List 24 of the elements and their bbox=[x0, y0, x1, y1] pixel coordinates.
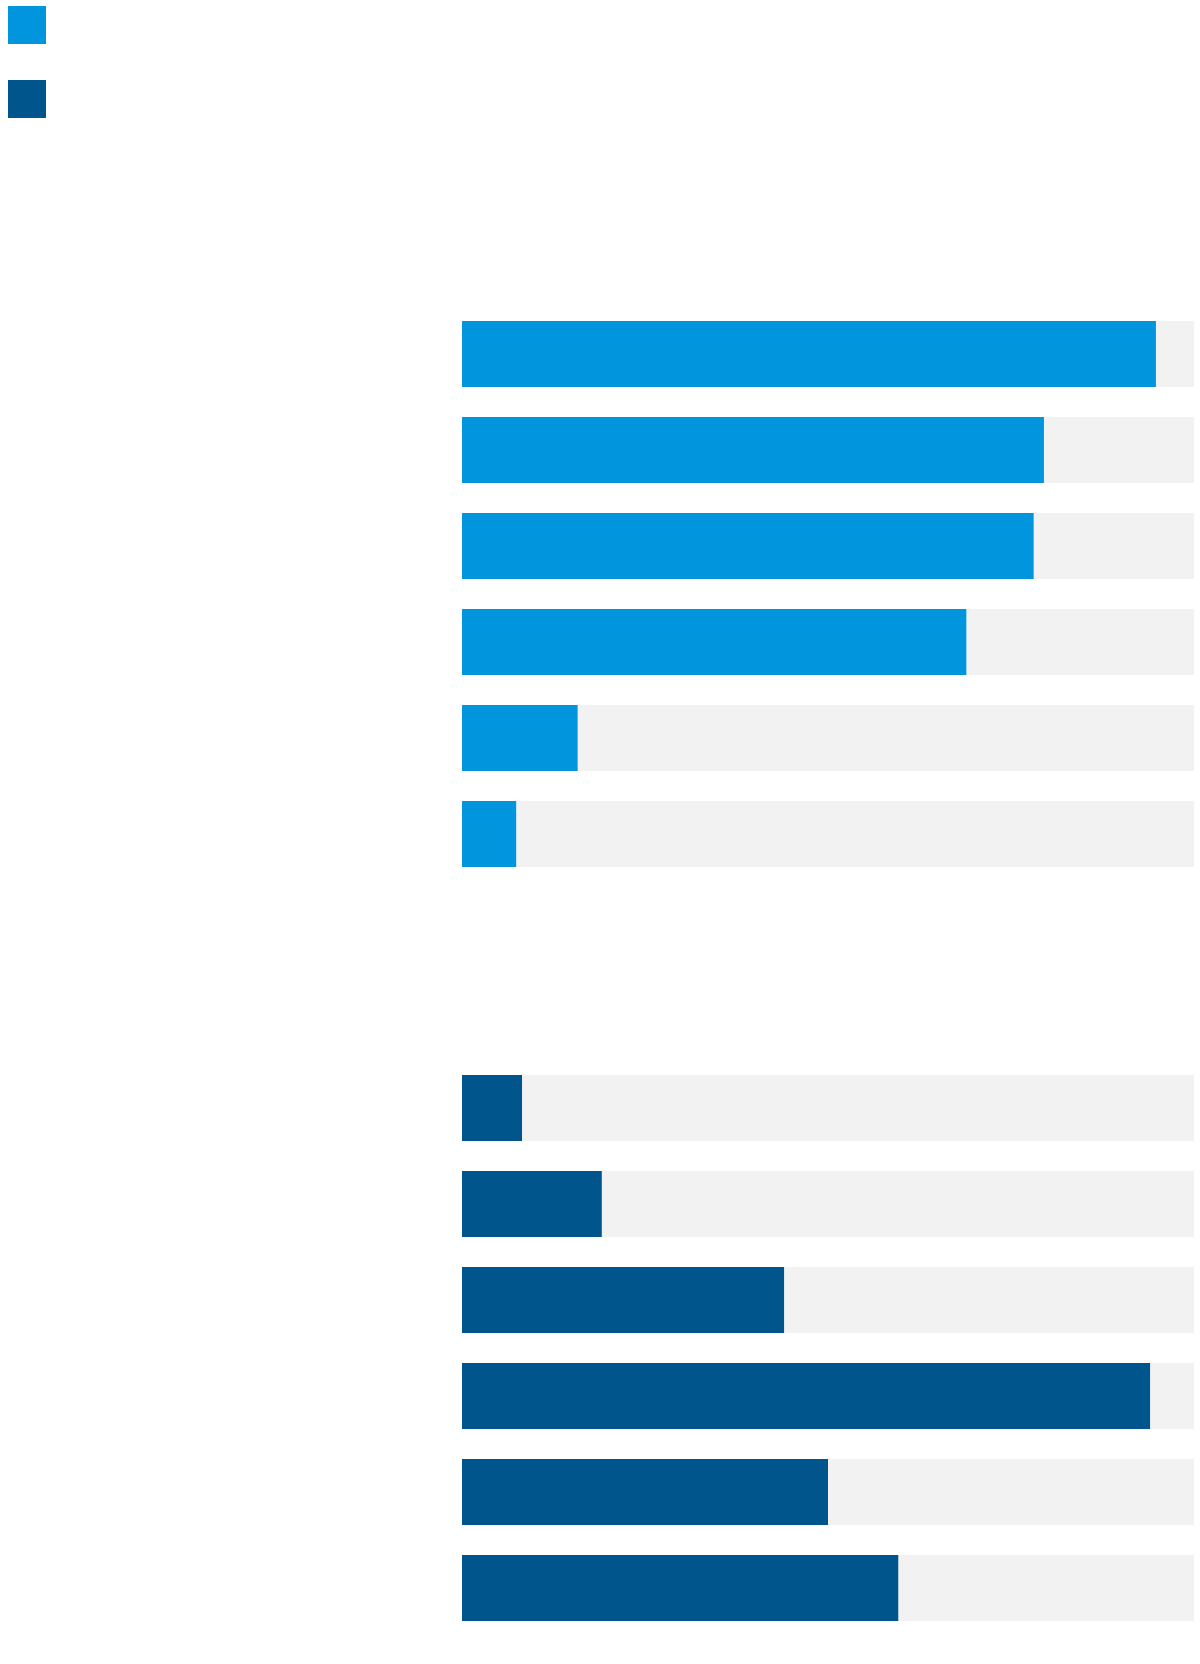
bar bbox=[462, 1266, 785, 1334]
bar bbox=[462, 416, 1044, 484]
bar bbox=[522, 1074, 1194, 1142]
bar bbox=[1150, 1362, 1194, 1430]
bar bbox=[462, 1362, 1151, 1430]
bar bbox=[462, 1554, 899, 1622]
bar bbox=[601, 1170, 1194, 1238]
bar bbox=[577, 704, 1194, 772]
bar bbox=[1043, 416, 1194, 484]
bar bbox=[462, 512, 1034, 580]
bar bbox=[462, 320, 1156, 388]
bar bbox=[462, 800, 517, 868]
bar bbox=[966, 608, 1194, 676]
bar bbox=[462, 1074, 523, 1142]
bar bbox=[784, 1266, 1194, 1334]
bar bbox=[462, 1170, 602, 1238]
bar bbox=[828, 1458, 1194, 1526]
bar bbox=[1155, 320, 1194, 388]
bar bbox=[462, 608, 967, 676]
bar bbox=[462, 704, 578, 772]
bar bbox=[898, 1554, 1194, 1622]
bar bbox=[516, 800, 1194, 868]
bar bbox=[462, 1458, 828, 1526]
bar bbox=[1033, 512, 1194, 580]
